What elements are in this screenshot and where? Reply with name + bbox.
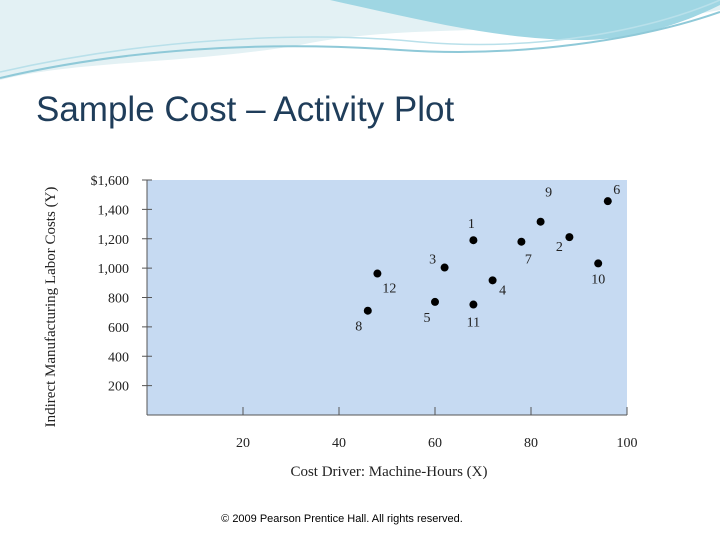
point-label: 5 (424, 311, 431, 326)
slide-title: Sample Cost – Activity Plot (36, 90, 454, 129)
footer: © 2009 Pearson Prentice Hall. All rights… (221, 513, 463, 525)
point (363, 306, 372, 315)
point (440, 263, 449, 272)
point-label: 4 (499, 283, 506, 298)
point (469, 236, 478, 245)
y-tick-label: 200 (108, 380, 129, 395)
point-label: 7 (525, 253, 532, 268)
point-label: 11 (467, 316, 480, 331)
point-label: 1 (468, 217, 475, 232)
y-tick-label: 1,400 (98, 203, 130, 218)
point (536, 217, 545, 226)
plot-background (147, 180, 627, 415)
y-tick-label: 1,000 (98, 262, 130, 277)
point-label: 10 (591, 272, 605, 287)
x-tick-label: 100 (617, 436, 638, 451)
x-tick-label: 40 (332, 436, 346, 451)
x-tick-label: 60 (428, 436, 442, 451)
y-tick-label: 1,200 (98, 233, 130, 248)
x-axis-label: Cost Driver: Machine-Hours (X) (290, 464, 487, 480)
point (603, 197, 612, 206)
point (517, 237, 526, 246)
y-tick-label: 600 (108, 321, 129, 336)
point (594, 259, 603, 268)
point (469, 300, 478, 309)
x-tick-label: 20 (236, 436, 250, 451)
point-label: 8 (355, 320, 362, 335)
point-label: 2 (556, 240, 563, 255)
point-label: 3 (429, 253, 436, 268)
point-label: 12 (382, 282, 396, 297)
point-label: 6 (613, 183, 620, 198)
y-tick-label: 800 (108, 292, 129, 307)
y-tick-label: $1,600 (91, 174, 130, 189)
point-label: 9 (545, 186, 552, 201)
x-tick-label: 80 (524, 436, 538, 451)
y-tick-label: 400 (108, 350, 129, 365)
header-decoration (0, 0, 720, 80)
y-axis-label: Indirect Manufacturing Labor Costs (Y) (43, 187, 59, 428)
point (565, 233, 574, 242)
point (373, 269, 382, 278)
point (431, 297, 439, 306)
point (488, 276, 497, 285)
